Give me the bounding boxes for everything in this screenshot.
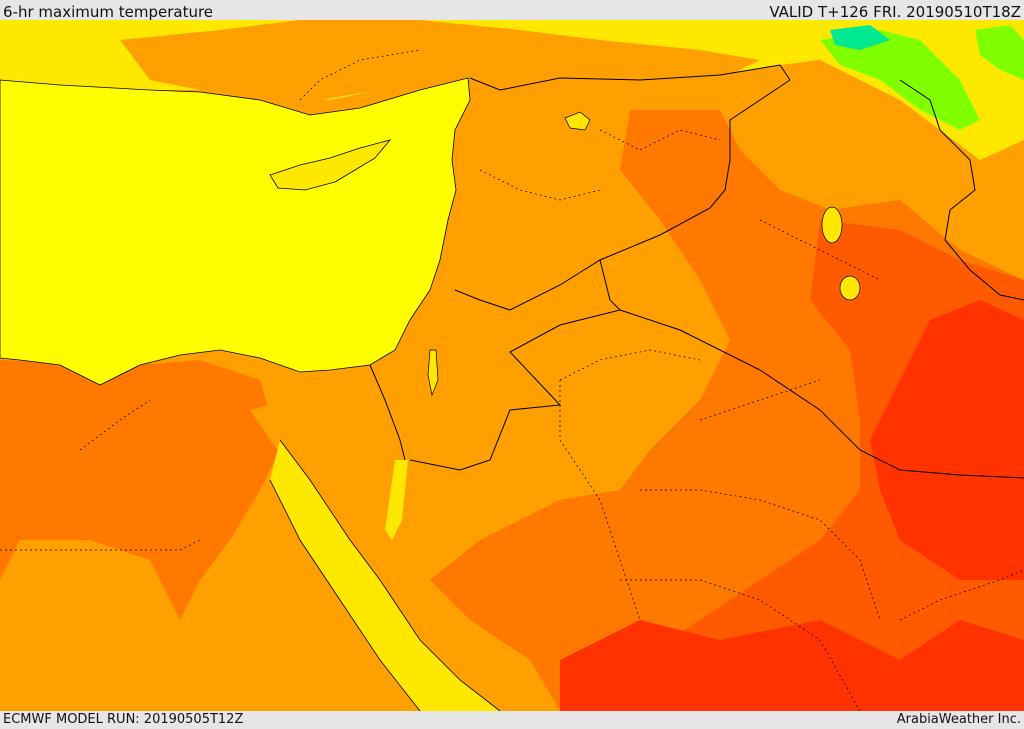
egypt-warm-south [0,540,180,711]
sinai-warm-region [250,390,420,560]
border-saudi-iraq [619,309,1024,479]
model-run-label: ECMWF MODEL RUN: 20190505T12Z [3,712,244,727]
map-title: 6-hr maximum temperature [3,3,214,21]
red-sea [270,440,500,711]
gulf-of-aqaba [385,460,408,540]
border-turkey-syria [469,64,791,91]
lake-assad [564,111,591,131]
lake-habbaniyah [839,275,861,301]
footer-bar: ECMWF MODEL RUN: 20190505T12Z ArabiaWeat… [0,711,1024,729]
coastlines [269,439,501,711]
credit-label: ArabiaWeather Inc. [896,712,1021,727]
dead-sea [427,349,439,397]
lake-tharthar [821,206,843,244]
border-egypt-israel [369,364,406,461]
country-borders [369,64,1024,479]
temperature-map [0,20,1024,711]
turkey-warm-region [120,20,760,100]
valid-time-label: VALID T+126 FRI. 20190510T18Z [769,3,1021,21]
cyprus-island [269,139,392,191]
arabia-hottest-south [560,620,1024,711]
border-jordan-iraq [409,259,621,471]
header-bar: 6-hr maximum temperature VALID T+126 FRI… [0,0,1024,21]
border-iran-iraq [899,79,1024,301]
province-borders [0,49,1024,711]
mediterranean-sea [0,77,471,386]
iraq-hottest-region [870,300,1024,580]
north-cyan-patch [830,25,890,50]
border-syria-iraq [454,79,791,311]
east-green-patch [975,25,1024,80]
